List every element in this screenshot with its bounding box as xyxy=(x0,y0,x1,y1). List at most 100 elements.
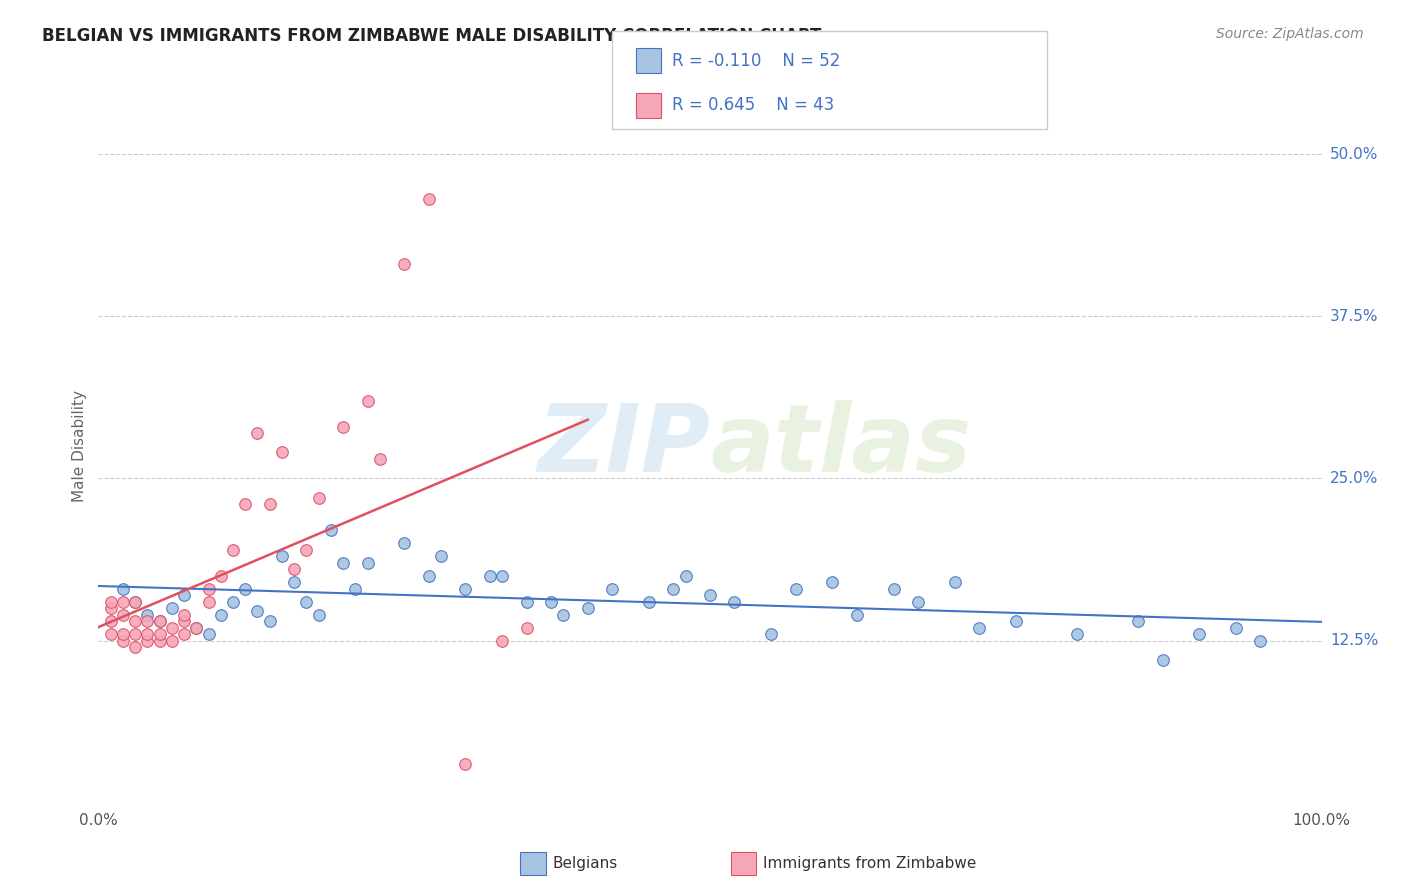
Point xyxy=(515,595,537,609)
Point xyxy=(368,452,391,467)
Point xyxy=(785,582,807,596)
Point xyxy=(173,627,195,641)
Point xyxy=(124,595,146,609)
Point xyxy=(100,595,122,609)
Point xyxy=(197,595,219,609)
Point xyxy=(332,419,354,434)
Point xyxy=(259,614,281,628)
Point xyxy=(943,575,966,590)
Point xyxy=(675,568,697,582)
Text: atlas: atlas xyxy=(710,400,972,492)
Point xyxy=(270,445,294,459)
Point xyxy=(124,640,146,654)
Point xyxy=(124,627,146,641)
Text: Source: ZipAtlas.com: Source: ZipAtlas.com xyxy=(1216,27,1364,41)
Point xyxy=(124,595,146,609)
Point xyxy=(173,614,195,628)
Point xyxy=(233,582,256,596)
Point xyxy=(233,497,256,511)
Point xyxy=(1066,627,1088,641)
Point xyxy=(723,595,745,609)
Point xyxy=(392,257,416,271)
Text: 25.0%: 25.0% xyxy=(1330,471,1378,486)
Text: Belgians: Belgians xyxy=(553,856,617,871)
Point xyxy=(111,627,134,641)
Point xyxy=(515,621,537,635)
Point xyxy=(454,582,477,596)
Point xyxy=(761,627,783,641)
Point xyxy=(246,604,269,618)
Point xyxy=(1225,621,1247,635)
Point xyxy=(149,614,172,628)
Point xyxy=(149,633,172,648)
Point xyxy=(344,582,367,596)
Point xyxy=(186,621,208,635)
Point xyxy=(295,595,318,609)
Point xyxy=(111,595,134,609)
Point xyxy=(1249,633,1271,648)
Y-axis label: Male Disability: Male Disability xyxy=(72,390,87,502)
Point xyxy=(478,568,501,582)
Text: BELGIAN VS IMMIGRANTS FROM ZIMBABWE MALE DISABILITY CORRELATION CHART: BELGIAN VS IMMIGRANTS FROM ZIMBABWE MALE… xyxy=(42,27,821,45)
Point xyxy=(295,542,318,557)
Point xyxy=(907,595,929,609)
Point xyxy=(222,542,245,557)
Text: Immigrants from Zimbabwe: Immigrants from Zimbabwe xyxy=(763,856,977,871)
Point xyxy=(259,497,281,511)
Point xyxy=(149,614,172,628)
Point xyxy=(149,627,172,641)
Point xyxy=(197,582,219,596)
Point xyxy=(491,568,513,582)
Point xyxy=(136,607,159,622)
Point xyxy=(111,582,134,596)
Text: R = 0.645    N = 43: R = 0.645 N = 43 xyxy=(672,96,834,114)
Point xyxy=(332,556,354,570)
Point xyxy=(160,601,183,615)
Point xyxy=(160,621,183,635)
Point xyxy=(600,582,623,596)
Point xyxy=(173,588,195,602)
Point xyxy=(308,607,330,622)
Point xyxy=(308,491,330,505)
Text: 50.0%: 50.0% xyxy=(1330,146,1378,161)
Point xyxy=(136,633,159,648)
Point xyxy=(1128,614,1150,628)
Point xyxy=(356,556,378,570)
Point xyxy=(430,549,453,564)
Point xyxy=(1188,627,1211,641)
Point xyxy=(392,536,416,550)
Point xyxy=(845,607,868,622)
Point xyxy=(222,595,245,609)
Point xyxy=(209,607,232,622)
Point xyxy=(270,549,294,564)
Point xyxy=(124,614,146,628)
Point xyxy=(111,633,134,648)
Point xyxy=(197,627,219,641)
Point xyxy=(637,595,661,609)
Point xyxy=(883,582,905,596)
Point xyxy=(454,756,477,771)
Point xyxy=(967,621,990,635)
Point xyxy=(283,562,305,576)
Point xyxy=(100,601,122,615)
Point xyxy=(491,633,513,648)
Point xyxy=(821,575,844,590)
Point xyxy=(1004,614,1026,628)
Point xyxy=(209,568,232,582)
Point xyxy=(136,614,159,628)
Point xyxy=(246,425,269,440)
Text: ZIP: ZIP xyxy=(537,400,710,492)
Point xyxy=(100,614,122,628)
Point xyxy=(1152,653,1174,667)
Point xyxy=(319,524,342,538)
Text: 12.5%: 12.5% xyxy=(1330,633,1378,648)
Point xyxy=(160,633,183,648)
Point xyxy=(173,607,195,622)
Text: 37.5%: 37.5% xyxy=(1330,309,1378,324)
Point xyxy=(111,607,134,622)
Point xyxy=(540,595,562,609)
Point xyxy=(662,582,685,596)
Point xyxy=(356,393,378,408)
Point xyxy=(553,607,575,622)
Point xyxy=(699,588,721,602)
